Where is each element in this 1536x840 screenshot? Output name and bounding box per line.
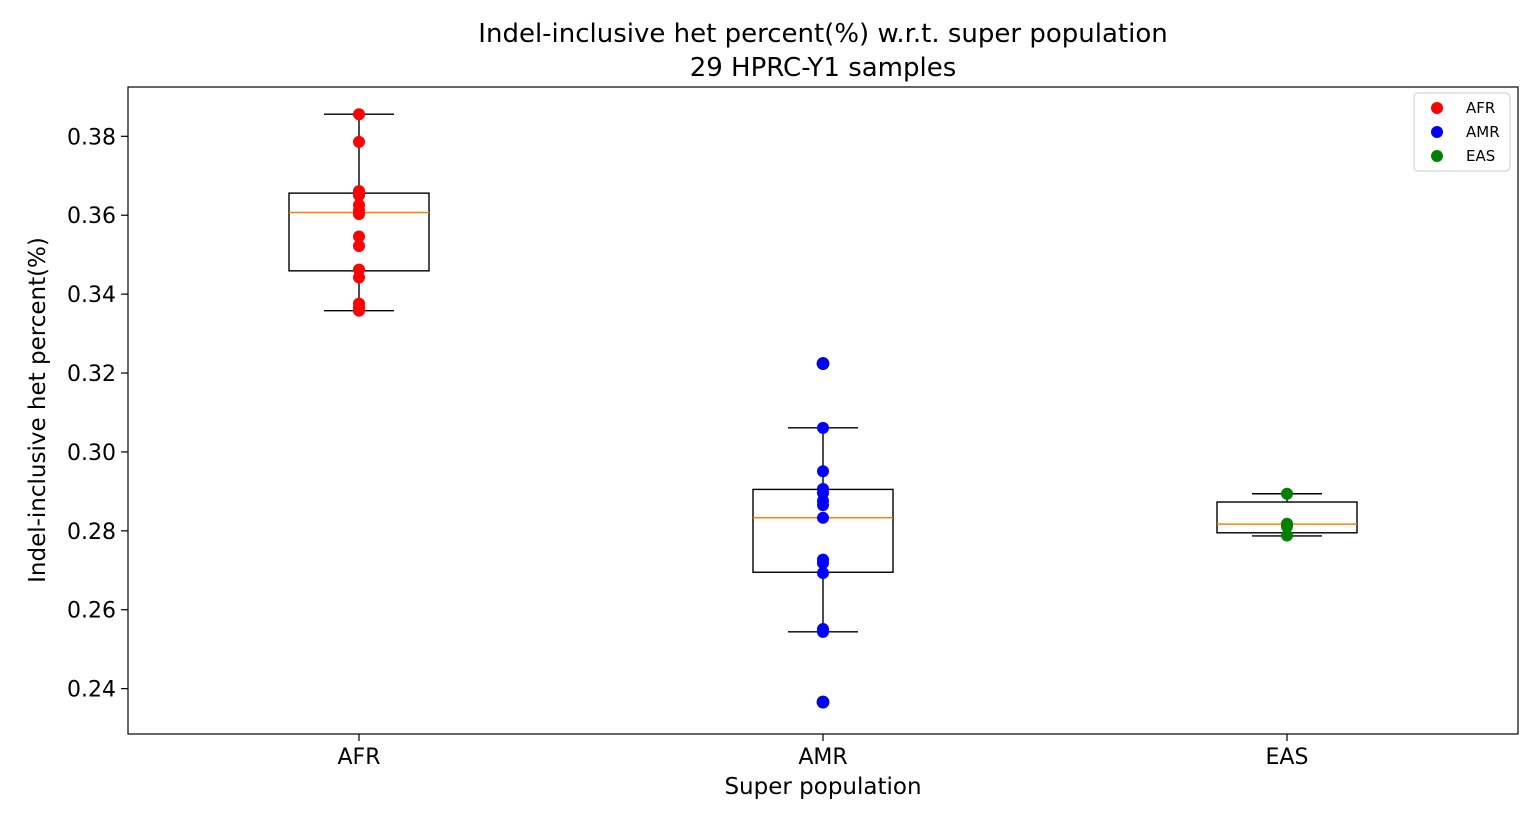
data-point [353,208,365,221]
x-axis-label: Super population [724,774,921,800]
legend-marker [1431,126,1443,138]
plot-area [288,108,1358,709]
y-tick-label: 0.32 [67,362,116,387]
data-point [817,465,829,478]
data-point [1281,487,1293,500]
data-point [353,239,365,252]
data-point [353,108,365,121]
series-eas [1281,487,1293,542]
y-tick-label: 0.28 [67,520,116,545]
legend-label: EAS [1466,147,1495,165]
y-tick-label: 0.30 [67,441,116,466]
data-point [1281,520,1293,533]
data-point [353,304,365,317]
data-point [1281,529,1293,542]
y-tick-label: 0.26 [67,599,116,624]
legend-marker [1431,102,1443,114]
chart-title: Indel-inclusive het percent(%) w.r.t. su… [478,19,1167,49]
data-point [353,135,365,148]
data-point [817,499,829,512]
data-point [817,511,829,524]
y-tick-label: 0.24 [67,678,116,703]
data-point [353,230,365,243]
legend: AFR AMR EAS [1413,92,1511,172]
y-tick-label: 0.34 [67,283,116,308]
box-amr [752,357,894,709]
y-tick-label: 0.36 [67,204,116,229]
data-point [817,567,829,580]
data-point [817,421,829,434]
y-axis: 0.24 0.26 0.28 0.30 0.32 0.34 0.36 0.38 [67,125,128,703]
data-point [817,696,829,709]
legend-label: AFR [1466,99,1495,117]
series-amr [817,357,829,709]
data-point [353,271,365,284]
chart-subtitle: 29 HPRC-Y1 samples [690,53,957,83]
data-point [817,557,829,570]
y-axis-label: Indel-inclusive het percent(%) [25,237,51,583]
data-point [817,625,829,638]
legend-marker [1431,150,1443,162]
data-point [817,357,829,370]
x-axis: AFR AMR EAS [338,734,1309,770]
x-tick-label: AFR [338,745,381,770]
legend-label: AMR [1466,123,1500,141]
x-tick-label: EAS [1266,745,1309,770]
series-afr [353,108,365,317]
data-point [353,189,365,202]
x-tick-label: AMR [798,745,847,770]
y-tick-label: 0.38 [67,125,116,150]
